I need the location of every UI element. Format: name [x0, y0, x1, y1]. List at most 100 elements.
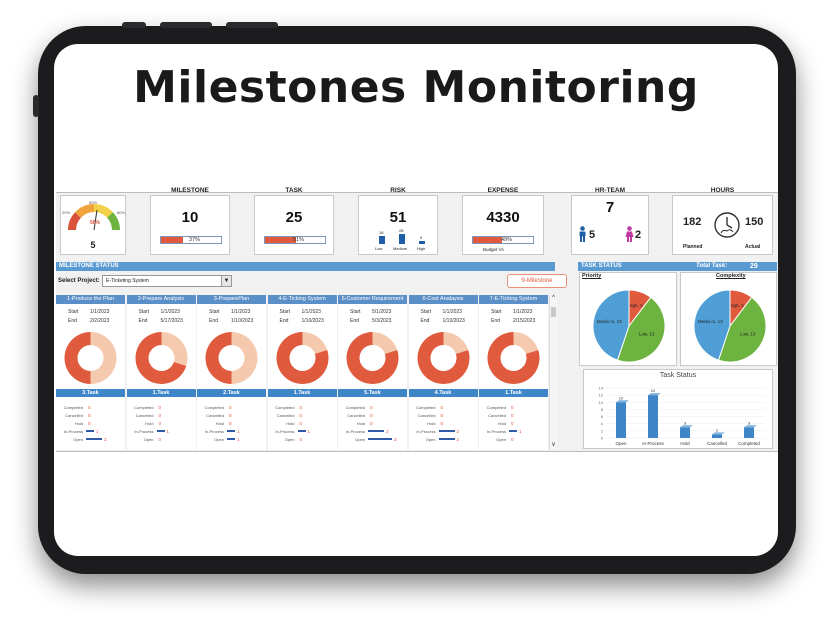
bar-value-label: 1: [716, 427, 719, 432]
donut-done-slice: [443, 332, 468, 354]
status-label: Cancelled: [276, 413, 295, 418]
complexity-title: Complexity: [716, 273, 746, 279]
pie-slice-label: Mediu m, 13: [698, 319, 723, 324]
status-label: Completed: [486, 405, 506, 410]
status-bar: [86, 438, 102, 440]
gauge-tick: 80%: [117, 210, 125, 215]
milestone-column: 1-Produce the Plan Start 1/1/2023 End 2/2/20…: [56, 295, 125, 450]
hr-card: HR-TEAM 7 5 2: [571, 187, 649, 255]
status-count: 0: [440, 405, 444, 410]
status-label: Completed: [345, 405, 365, 410]
status-row: Hold 0: [268, 421, 337, 426]
gauge-chart: 20% 60% 80% 56%: [62, 200, 125, 231]
task-pct: 51%: [293, 237, 305, 243]
milestone-end-date: End 1/10/2023: [420, 318, 465, 324]
pie-slice: [717, 296, 767, 363]
total-task-label: Total Task:: [696, 263, 728, 269]
status-label: Cancelled: [417, 413, 436, 418]
priority-title: Priority: [582, 273, 602, 279]
page-title: Milestones Monitoring: [133, 62, 699, 113]
hr-female-count: 2: [635, 229, 642, 241]
risk-high-label: High: [417, 246, 426, 251]
project-select[interactable]: E-Ticketing System ▼: [102, 275, 232, 287]
milestone-card: MILESTONE 10 37%: [150, 187, 230, 255]
status-label: Completed: [63, 405, 83, 410]
status-label: Open: [284, 437, 295, 442]
status-label: Hold: [215, 421, 224, 426]
risk-value: 51: [389, 209, 407, 226]
scroll-thumb[interactable]: [551, 307, 556, 317]
pie-slice-label: High, 3: [729, 303, 744, 308]
risk-bar-high: [419, 241, 425, 244]
status-label: Cancelled: [206, 413, 224, 418]
bar: [648, 395, 658, 438]
donut-remaining-slice: [487, 332, 540, 384]
bar-value-label: 3: [748, 420, 751, 425]
status-label: Hold: [497, 421, 506, 426]
status-label: Cancelled: [488, 413, 506, 418]
status-label: Hold: [356, 421, 365, 426]
status-row: Completed 0: [338, 405, 407, 410]
status-row: Hold 0: [197, 421, 266, 426]
status-bar: [368, 430, 384, 432]
male-icon: [579, 226, 586, 242]
status-label: Open: [214, 437, 224, 442]
milestone-start-date: Start 5/1/2023: [350, 309, 392, 315]
milestone-end-date: End 1/10/2023: [279, 318, 324, 324]
dashboard: 20% 60% 80% 56% 5 MILESTONE 10 37% TASK …: [56, 187, 778, 452]
hours-planned: 182: [683, 216, 702, 228]
status-label: In-Process: [204, 429, 224, 434]
status-count: 0: [158, 405, 162, 410]
status-row: In-Process 1: [479, 429, 548, 434]
hours-card: HOURS 182 150 Planned Actual: [672, 187, 773, 255]
status-label: Open: [355, 437, 365, 442]
scrollbar[interactable]: ^ v: [549, 295, 557, 450]
risk-num: 18: [379, 230, 384, 235]
milestone-column: 3-PreparePlan Start 1/1/2023 End 1/10/2023 2.…: [197, 295, 266, 450]
status-label: Open: [496, 437, 506, 442]
milestone-donut-chart: [135, 332, 187, 384]
status-label: Completed: [134, 405, 154, 410]
milestone-label: MILESTONE: [171, 187, 209, 194]
status-bar: [509, 430, 517, 432]
status-count: 2: [456, 429, 460, 434]
milestone-task-count: 4.Task: [408, 389, 478, 397]
hr-value: 7: [605, 199, 615, 216]
priority-pie-chart: High, 3 Low, 13 Mediu m, 13: [592, 289, 666, 363]
scroll-up-icon[interactable]: ^: [552, 295, 555, 301]
gauge-tick: 20%: [62, 210, 70, 215]
status-count: 0: [511, 437, 514, 442]
complexity-pie-chart: High, 3 Low, 13 Mediu m, 13: [693, 289, 767, 363]
risk-bar-low: [379, 236, 385, 244]
pie-slice-label: Low, 13: [639, 331, 655, 336]
milestone-column-title: 2-Prepare Analysis: [126, 295, 196, 304]
status-count: 0: [158, 421, 162, 426]
milestone-column: 4-E-Ticking System Start 1/1/2023 End 1/10/2…: [267, 295, 337, 450]
status-label: Cancelled: [135, 413, 154, 418]
status-row: Open 0: [479, 437, 548, 442]
status-bar: [368, 438, 392, 440]
status-count: 1: [166, 429, 170, 434]
milestone-column: 7-E-Ticking System Start 1/1/2023 End 2/15/2…: [479, 295, 548, 450]
scroll-down-icon[interactable]: v: [552, 442, 555, 448]
x-tick-label: Cancelled: [707, 441, 728, 446]
milestone-column-title: 1-Produce the Plan: [56, 295, 125, 304]
bar-top: [648, 393, 661, 396]
milestone-count-button[interactable]: 9-Milestone: [507, 274, 567, 288]
pie-slice-label: Mediu m, 13: [597, 319, 622, 324]
status-row: Hold 0: [127, 421, 196, 426]
status-label: Completed: [275, 405, 295, 410]
y-tick-label: 8: [601, 407, 604, 412]
donut-remaining-slice: [417, 332, 469, 384]
x-tick-label: In-Process: [642, 441, 664, 446]
status-count: 0: [229, 413, 232, 418]
task-label: TASK: [285, 187, 303, 194]
risk-label: RISK: [390, 187, 406, 194]
milestone-task-count: 1.Task: [479, 389, 548, 397]
side-button: [33, 95, 39, 117]
status-row: Completed 0: [197, 405, 266, 410]
task-progress: 51%: [264, 236, 326, 244]
status-count: 0: [229, 421, 232, 426]
y-tick-label: 6: [601, 414, 604, 419]
chevron-down-icon[interactable]: ▼: [221, 276, 231, 286]
